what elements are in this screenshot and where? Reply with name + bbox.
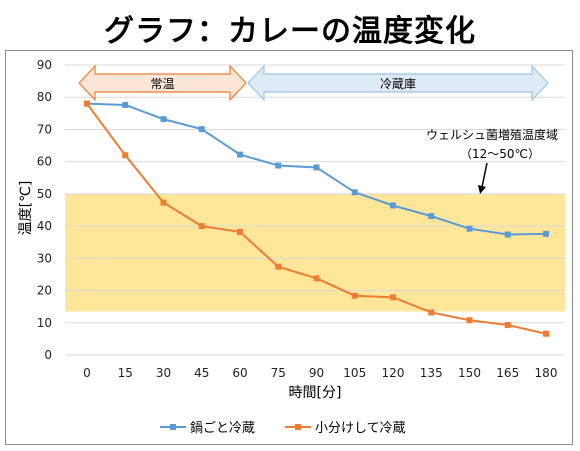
- series-1-point: [237, 151, 243, 158]
- series-1-point: [428, 213, 435, 220]
- series-2-point: [84, 100, 90, 107]
- banner-arrow-2: [247, 64, 549, 102]
- banner-arrow-1: [78, 64, 247, 102]
- x-tick-label: 90: [309, 366, 324, 380]
- annotation-line-2: （12～50℃）: [460, 147, 540, 161]
- x-axis-title: 時間[分]: [289, 385, 342, 401]
- y-axis-title: 温度[℃]: [18, 181, 34, 236]
- series-2-point: [237, 228, 243, 235]
- y-tick-label: 20: [37, 284, 52, 298]
- y-tick-label: 0: [44, 348, 52, 362]
- series-1-point: [351, 189, 358, 196]
- series-1-point: [543, 230, 549, 237]
- y-tick-label: 10: [37, 316, 52, 330]
- y-tick-label: 80: [37, 90, 52, 104]
- temperature-band: [65, 193, 565, 312]
- x-tick-label: 180: [535, 366, 558, 380]
- series-1-point: [275, 162, 282, 169]
- x-tick-label: 15: [118, 366, 133, 380]
- series-1-point: [160, 116, 167, 123]
- annotation-arrow: [478, 162, 488, 194]
- x-tick-label: 105: [343, 366, 366, 380]
- series-2-point: [466, 317, 473, 324]
- y-tick-label: 50: [37, 187, 52, 201]
- x-tick-label: 30: [156, 366, 171, 380]
- series-2-point: [198, 223, 205, 230]
- series-2-point: [351, 292, 358, 299]
- series-1-point: [466, 225, 473, 232]
- series-2-point: [122, 152, 129, 159]
- x-tick-label: 165: [496, 366, 519, 380]
- series-2-point: [390, 294, 396, 301]
- series-2-point: [504, 322, 511, 329]
- banner-label-2: 冷蔵庫: [380, 77, 416, 91]
- legend-label-series-1: 鍋ごと冷蔵: [190, 420, 255, 436]
- legend-marker-series-2-point: [295, 424, 301, 430]
- series-2-point: [275, 263, 282, 270]
- x-tick-label: 0: [83, 366, 91, 380]
- x-tick-label: 135: [420, 366, 443, 380]
- series-1-point: [313, 164, 320, 171]
- series-2-point: [543, 330, 549, 337]
- x-tick-label: 60: [232, 366, 247, 380]
- series-1-point: [198, 126, 205, 133]
- y-tick-label: 30: [37, 251, 52, 265]
- series-2-point: [160, 199, 167, 206]
- banner-label-1: 常温: [150, 77, 174, 91]
- series-1-point: [504, 231, 511, 238]
- series-2-point: [428, 309, 435, 316]
- annotation-line-1: ウェルシュ菌増殖温度域: [426, 127, 558, 142]
- y-tick-label: 40: [37, 219, 52, 233]
- legend-marker-series-1-point: [170, 424, 176, 430]
- x-tick-label: 75: [271, 366, 286, 380]
- x-tick-label: 150: [458, 366, 481, 380]
- x-tick-label: 45: [194, 366, 209, 380]
- series-1-point: [122, 101, 129, 108]
- series-1-point: [390, 202, 396, 209]
- y-tick-label: 60: [37, 155, 52, 169]
- page-title: グラフ：カレーの温度変化: [104, 14, 476, 49]
- chart-frame: [5, 50, 573, 445]
- y-tick-label: 90: [37, 58, 52, 72]
- y-tick-label: 70: [37, 122, 52, 136]
- x-tick-label: 120: [382, 366, 405, 380]
- legend: 鍋ごと冷蔵 小分けして冷蔵: [160, 420, 406, 436]
- legend-label-series-2: 小分けして冷蔵: [315, 421, 406, 436]
- series-2-point: [313, 275, 320, 282]
